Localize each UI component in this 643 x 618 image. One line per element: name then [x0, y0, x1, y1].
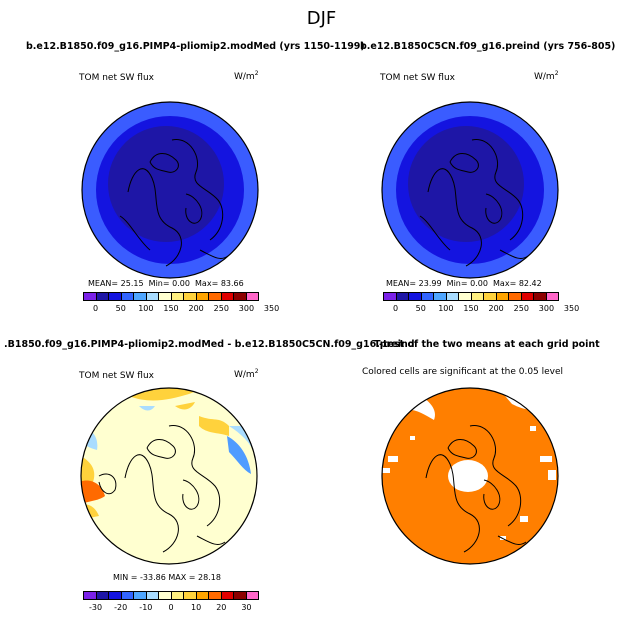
- panel3-colorbar-labels: -30 -20 -10 0 10 20 30: [83, 603, 259, 615]
- panel2-colorbar: [383, 292, 559, 301]
- panel1-colorbar: [83, 292, 259, 301]
- colorbar-swatch: [459, 293, 472, 300]
- colorbar-swatch: [84, 293, 97, 300]
- panel3-units: W/m2: [234, 368, 259, 380]
- colorbar-tick-label: 0: [168, 603, 174, 612]
- colorbar-tick-label: 250: [213, 304, 229, 313]
- panel3-title: .B1850.f09_g16.PIMP4-pliomip2.modMed - b…: [4, 339, 415, 350]
- panel1-colorbar-labels: 0 50 100 150 200 250 300 350: [83, 304, 279, 316]
- colorbar-tick-label: 50: [115, 304, 126, 313]
- panel4-title: T-test of the two means at each grid poi…: [374, 339, 600, 350]
- colorbar-swatch: [171, 293, 184, 300]
- colorbar-tick-label: 0: [93, 304, 99, 313]
- panel2-colorbar-labels: 0 50 100 150 200 250 300 350: [383, 304, 579, 316]
- colorbar-tick-label: 300: [538, 304, 555, 313]
- colorbar-tick-label: 0: [393, 304, 399, 313]
- colorbar-swatch: [146, 293, 159, 300]
- panel4-subtitle: Colored cells are significant at the 0.0…: [362, 367, 564, 377]
- colorbar-swatch: [509, 293, 522, 300]
- panel2-map: [381, 101, 559, 279]
- colorbar-swatch: [159, 293, 172, 300]
- colorbar-swatch: [446, 293, 459, 300]
- colorbar-swatch: [84, 592, 97, 599]
- colorbar-tick-label: 250: [513, 304, 529, 313]
- panel1-coastlines: [119, 139, 229, 267]
- colorbar-swatch: [521, 293, 534, 300]
- figure-title: DJF: [306, 8, 337, 29]
- colorbar-tick-label: 200: [488, 304, 504, 313]
- panel4-coastlines: [425, 425, 527, 553]
- colorbar-swatch: [546, 293, 558, 300]
- colorbar-swatch: [396, 293, 409, 300]
- colorbar-swatch: [384, 293, 397, 300]
- panel2-title: b.e12.B1850C5CN.f09_g16.preind (yrs 756-…: [360, 41, 616, 52]
- colorbar-tick-label: 350: [563, 304, 580, 313]
- colorbar-tick-label: 300: [238, 304, 255, 313]
- panel3-map: [80, 387, 258, 565]
- panel3-subtitle: TOM net SW flux: [79, 371, 155, 381]
- panel1-subtitle: TOM net SW flux: [79, 73, 155, 83]
- panel1-title: b.e12.B1850.f09_g16.PIMP4-pliomip2.modMe…: [26, 41, 365, 52]
- colorbar-swatch: [159, 592, 172, 599]
- colorbar-tick-label: 50: [415, 304, 426, 313]
- panel3-coastlines: [98, 425, 226, 553]
- colorbar-swatch: [409, 293, 422, 300]
- colorbar-swatch: [96, 592, 109, 599]
- panel3-stats: MIN = -33.86 MAX = 28.18: [113, 573, 221, 582]
- colorbar-swatch: [496, 293, 509, 300]
- colorbar-tick-label: -10: [139, 603, 153, 612]
- colorbar-tick-label: 20: [216, 603, 227, 612]
- colorbar-swatch: [471, 293, 484, 300]
- colorbar-swatch: [196, 592, 209, 599]
- colorbar-swatch: [171, 592, 184, 599]
- colorbar-swatch: [134, 293, 147, 300]
- panel4-map: [381, 387, 559, 565]
- panel3-colorbar: [83, 591, 259, 600]
- colorbar-swatch: [246, 592, 258, 599]
- colorbar-swatch: [221, 293, 234, 300]
- colorbar-tick-label: -30: [89, 603, 103, 612]
- colorbar-swatch: [121, 293, 134, 300]
- colorbar-tick-label: -20: [114, 603, 128, 612]
- colorbar-tick-label: 100: [438, 304, 454, 313]
- colorbar-swatch: [434, 293, 447, 300]
- colorbar-swatch: [246, 293, 258, 300]
- colorbar-swatch: [484, 293, 497, 300]
- colorbar-swatch: [121, 592, 134, 599]
- colorbar-swatch: [209, 293, 222, 300]
- colorbar-swatch: [109, 592, 122, 599]
- colorbar-tick-label: 30: [241, 603, 252, 612]
- panel2-stats: MEAN= 23.99 Min= 0.00 Max= 82.42: [386, 279, 542, 288]
- colorbar-swatch: [146, 592, 159, 599]
- colorbar-swatch: [234, 592, 247, 599]
- colorbar-swatch: [184, 592, 197, 599]
- colorbar-swatch: [234, 293, 247, 300]
- colorbar-swatch: [109, 293, 122, 300]
- panel1-stats: MEAN= 25.15 Min= 0.00 Max= 83.66: [88, 279, 244, 288]
- colorbar-tick-label: 150: [163, 304, 179, 313]
- panel1-map: [81, 101, 259, 279]
- panel2-coastlines: [419, 139, 529, 267]
- colorbar-tick-label: 10: [191, 603, 202, 612]
- colorbar-tick-label: 350: [263, 304, 280, 313]
- colorbar-swatch: [184, 293, 197, 300]
- colorbar-tick-label: 100: [138, 304, 154, 313]
- panel1-units: W/m2: [234, 70, 259, 82]
- colorbar-swatch: [221, 592, 234, 599]
- colorbar-swatch: [421, 293, 434, 300]
- colorbar-swatch: [534, 293, 547, 300]
- colorbar-tick-label: 200: [188, 304, 204, 313]
- colorbar-swatch: [96, 293, 109, 300]
- colorbar-swatch: [209, 592, 222, 599]
- panel2-subtitle: TOM net SW flux: [380, 73, 456, 83]
- colorbar-swatch: [196, 293, 209, 300]
- panel2-units: W/m2: [534, 70, 559, 82]
- colorbar-swatch: [134, 592, 147, 599]
- colorbar-tick-label: 150: [463, 304, 479, 313]
